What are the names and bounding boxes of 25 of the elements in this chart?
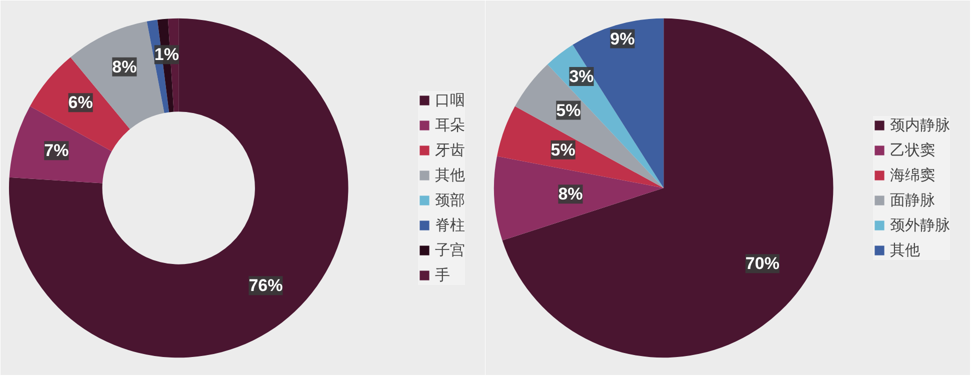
data-label: 6% xyxy=(68,93,93,112)
legend-label: 颈外静脉 xyxy=(890,216,950,234)
legend-label: 脊柱 xyxy=(435,216,465,234)
legend-label: 耳朵 xyxy=(435,116,465,134)
legend-label: 子宫 xyxy=(435,240,465,260)
legend-label: 乙状窦 xyxy=(890,140,935,160)
legend-label: 其他 xyxy=(890,240,920,260)
data-label: 76% xyxy=(248,276,283,296)
legend-label: 其他 xyxy=(435,166,465,184)
data-label: 7% xyxy=(44,141,69,160)
legend-label: 颈内静脉 xyxy=(890,116,950,134)
legend-label: 海绵窦 xyxy=(890,166,935,184)
data-label: 5% xyxy=(550,140,576,160)
data-label: 1% xyxy=(154,45,179,64)
legend-label: 面静脉 xyxy=(890,190,935,210)
legend-label: 口咽 xyxy=(435,90,465,110)
legend-label: 牙齿 xyxy=(435,140,465,160)
data-label: 70% xyxy=(745,254,780,274)
data-label: 8% xyxy=(112,57,137,76)
data-label: 8% xyxy=(558,184,583,204)
data-label: 3% xyxy=(569,67,594,86)
data-label: 5% xyxy=(556,100,581,120)
legend-label: 手 xyxy=(435,266,451,284)
data-label: 9% xyxy=(610,29,635,48)
legend-label: 颈部 xyxy=(435,190,465,210)
